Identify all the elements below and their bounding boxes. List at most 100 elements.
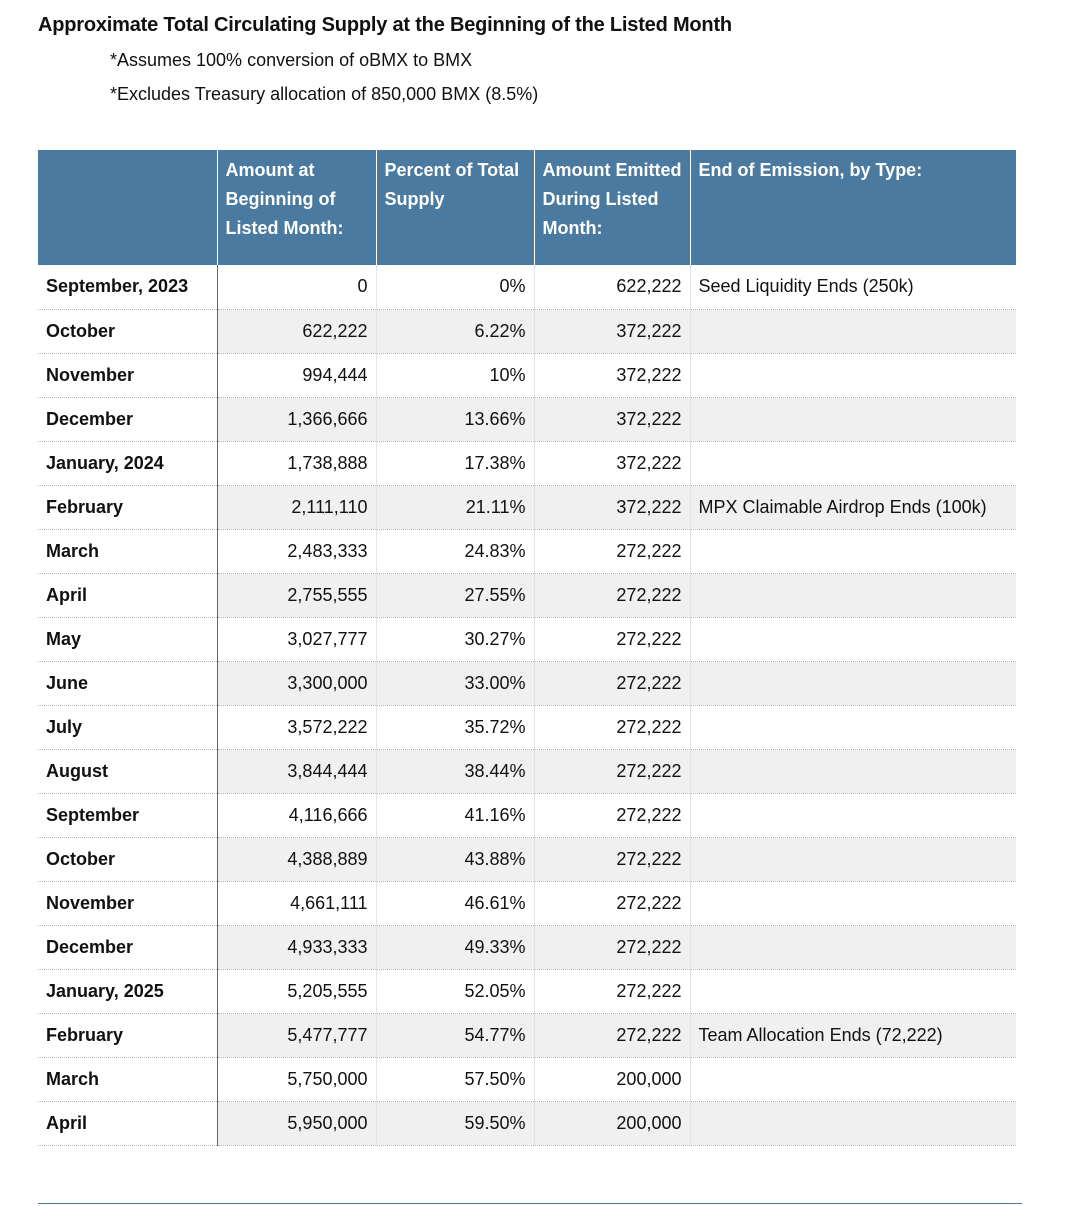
percent-cell: 17.38% [376,441,535,486]
month-cell: February [38,1013,218,1058]
end-of-emission-cell [690,881,1016,926]
emitted-cell: 272,222 [534,529,691,574]
amount-cell: 994,444 [217,353,377,398]
percent-cell: 59.50% [376,1101,535,1146]
percent-cell: 35.72% [376,705,535,750]
percent-cell: 57.50% [376,1057,535,1102]
emitted-cell: 200,000 [534,1101,691,1146]
table-row: March 5,750,000 57.50% 200,000 [38,1057,1016,1102]
header-emitted: Amount Emitted During Listed Month: [533,150,690,265]
amount-cell: 3,300,000 [217,661,377,706]
month-cell: February [38,485,218,530]
amount-cell: 2,111,110 [217,485,377,530]
month-cell: April [38,1101,218,1146]
end-of-emission-cell [690,1101,1016,1146]
emitted-cell: 272,222 [534,661,691,706]
table-row: March 2,483,333 24.83% 272,222 [38,529,1016,574]
percent-cell: 10% [376,353,535,398]
amount-cell: 5,950,000 [217,1101,377,1146]
end-of-emission-cell: Team Allocation Ends (72,222) [690,1013,1016,1058]
end-of-emission-cell [690,925,1016,970]
end-of-emission-cell [690,749,1016,794]
table-row: September 4,116,666 41.16% 272,222 [38,793,1016,838]
percent-cell: 27.55% [376,573,535,618]
end-of-emission-cell [690,353,1016,398]
end-of-emission-cell [690,397,1016,442]
month-cell: January, 2025 [38,969,218,1014]
supply-table: Amount at Beginning of Listed Month: Per… [38,150,1016,1146]
emitted-cell: 372,222 [534,309,691,354]
percent-cell: 21.11% [376,485,535,530]
header-end-of-emission: End of Emission, by Type: [689,150,1016,265]
emitted-cell: 372,222 [534,485,691,530]
month-cell: October [38,309,218,354]
amount-cell: 1,738,888 [217,441,377,486]
percent-cell: 38.44% [376,749,535,794]
table-row: January, 2024 1,738,888 17.38% 372,222 [38,441,1016,486]
month-cell: March [38,529,218,574]
table-row: July 3,572,222 35.72% 272,222 [38,705,1016,750]
end-of-emission-cell [690,529,1016,574]
end-of-emission-cell [690,661,1016,706]
end-of-emission-cell: MPX Claimable Airdrop Ends (100k) [690,485,1016,530]
table-row: June 3,300,000 33.00% 272,222 [38,661,1016,706]
emitted-cell: 372,222 [534,441,691,486]
amount-cell: 1,366,666 [217,397,377,442]
table-row: April 5,950,000 59.50% 200,000 [38,1101,1016,1146]
table-row: February 5,477,777 54.77% 272,222 Team Alloc… [38,1013,1016,1058]
header-amount: Amount at Beginning of Listed Month: [216,150,376,265]
table-row: November 994,444 10% 372,222 [38,353,1016,398]
header-month [38,150,217,265]
end-of-emission-cell [690,1057,1016,1102]
amount-cell: 4,116,666 [217,793,377,838]
amount-cell: 3,027,777 [217,617,377,662]
month-cell: November [38,353,218,398]
amount-cell: 4,933,333 [217,925,377,970]
percent-cell: 0% [376,265,535,310]
emitted-cell: 272,222 [534,837,691,882]
amount-cell: 4,661,111 [217,881,377,926]
month-cell: January, 2024 [38,441,218,486]
emitted-cell: 272,222 [534,881,691,926]
month-cell: December [38,925,218,970]
month-cell: August [38,749,218,794]
end-of-emission-cell [690,837,1016,882]
percent-cell: 30.27% [376,617,535,662]
emitted-cell: 272,222 [534,969,691,1014]
emitted-cell: 272,222 [534,1013,691,1058]
emitted-cell: 372,222 [534,397,691,442]
table-body: September, 2023 0 0% 622,222 Seed Liquidity … [38,265,1016,1146]
table-row: December 4,933,333 49.33% 272,222 [38,925,1016,970]
amount-cell: 3,572,222 [217,705,377,750]
table-row: September, 2023 0 0% 622,222 Seed Liquidity … [38,265,1016,310]
table-row: February 2,111,110 21.11% 372,222 MPX Claima… [38,485,1016,530]
month-cell: May [38,617,218,662]
percent-cell: 43.88% [376,837,535,882]
emitted-cell: 622,222 [534,265,691,310]
percent-cell: 46.61% [376,881,535,926]
month-cell: March [38,1057,218,1102]
emitted-cell: 272,222 [534,749,691,794]
end-of-emission-cell [690,617,1016,662]
percent-cell: 41.16% [376,793,535,838]
amount-cell: 5,205,555 [217,969,377,1014]
month-cell: July [38,705,218,750]
end-of-emission-cell [690,573,1016,618]
emitted-cell: 272,222 [534,705,691,750]
emitted-cell: 200,000 [534,1057,691,1102]
emitted-cell: 272,222 [534,617,691,662]
amount-cell: 5,750,000 [217,1057,377,1102]
table-row: May 3,027,777 30.27% 272,222 [38,617,1016,662]
table-row: April 2,755,555 27.55% 272,222 [38,573,1016,618]
percent-cell: 24.83% [376,529,535,574]
footnote-conversion: *Assumes 100% conversion of oBMX to BMX [110,50,473,70]
end-of-emission-cell [690,705,1016,750]
percent-cell: 54.77% [376,1013,535,1058]
emitted-cell: 272,222 [534,573,691,618]
table-row: November 4,661,111 46.61% 272,222 [38,881,1016,926]
amount-cell: 5,477,777 [217,1013,377,1058]
month-cell: November [38,881,218,926]
percent-cell: 49.33% [376,925,535,970]
end-of-emission-cell [690,793,1016,838]
amount-cell: 2,483,333 [217,529,377,574]
